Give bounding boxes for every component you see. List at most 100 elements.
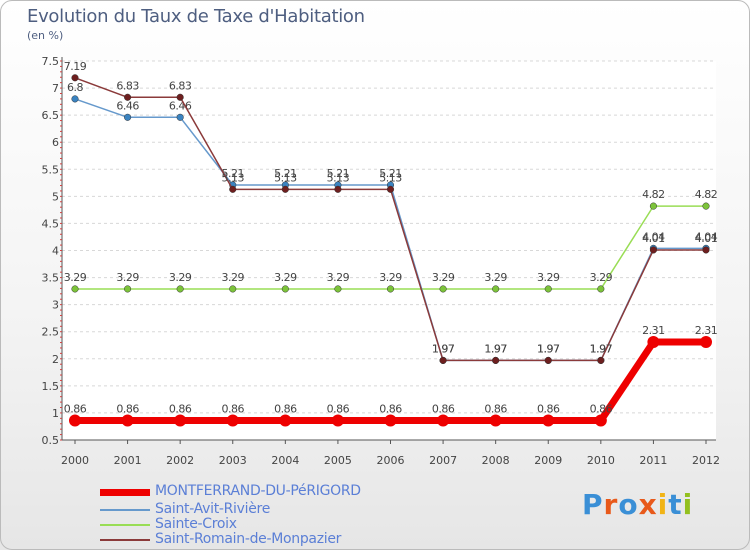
legend-swatch — [100, 524, 150, 526]
data-point — [649, 202, 657, 210]
data-label: 5.21 — [274, 167, 297, 180]
data-label: 1.97 — [537, 342, 560, 355]
data-point — [702, 202, 710, 210]
x-tick-label: 2005 — [324, 454, 352, 467]
data-label: 1.97 — [484, 342, 507, 355]
data-label: 5.13 — [379, 171, 402, 184]
logo-letter: o — [618, 488, 639, 521]
data-point — [492, 285, 500, 293]
data-point — [386, 185, 395, 193]
legend-swatch — [100, 509, 150, 511]
data-label: 6.83 — [116, 79, 139, 92]
y-tick-label: 3.5 — [42, 272, 60, 285]
data-point — [124, 113, 132, 121]
data-label: 6.83 — [169, 79, 192, 92]
data-label: 1.97 — [432, 342, 455, 355]
data-point — [71, 95, 79, 103]
data-point — [121, 414, 134, 427]
data-label: 1.97 — [432, 342, 455, 355]
y-tick-label: 2.5 — [42, 326, 60, 339]
data-point — [437, 414, 450, 427]
x-tick-label: 2010 — [587, 454, 615, 467]
data-label: 0.86 — [116, 403, 139, 416]
data-point — [281, 285, 289, 293]
data-point — [334, 285, 342, 293]
data-point — [489, 414, 502, 427]
legend-label: MONTFERRAND-DU-PéRIGORD — [155, 483, 361, 499]
data-point — [439, 285, 447, 293]
data-label: 4.82 — [642, 188, 665, 201]
data-point — [281, 185, 289, 193]
data-point — [334, 185, 342, 193]
data-point — [69, 414, 81, 427]
data-label: 3.29 — [590, 271, 613, 284]
legend-swatch — [100, 539, 150, 541]
data-point — [544, 356, 552, 364]
data-point — [331, 414, 344, 427]
data-label: 5.21 — [379, 167, 402, 180]
data-point — [386, 285, 395, 293]
legend-label: Sainte-Croix — [155, 516, 237, 532]
legend-label: Saint-Avit-Rivière — [155, 501, 271, 517]
data-point — [492, 356, 500, 364]
data-label: 4.04 — [695, 230, 718, 243]
data-point — [597, 285, 605, 293]
logo-letter: i — [657, 488, 669, 521]
data-label: 4.04 — [642, 230, 665, 243]
data-point — [439, 356, 447, 364]
x-tick-label: 2002 — [166, 454, 194, 467]
y-tick-label: 4 — [52, 245, 59, 258]
data-point — [71, 285, 79, 293]
data-label: 3.29 — [222, 271, 245, 284]
y-tick-label: 4.5 — [42, 217, 60, 230]
data-label: 0.86 — [379, 403, 402, 416]
data-label: 0.86 — [590, 403, 613, 416]
x-tick-label: 2000 — [61, 454, 89, 467]
data-label: 3.29 — [116, 271, 139, 284]
data-label: 6.46 — [116, 99, 139, 112]
data-label: 3.29 — [432, 271, 455, 284]
data-label: 5.13 — [327, 171, 350, 184]
data-label: 5.13 — [274, 171, 297, 184]
data-label: 3.29 — [64, 271, 87, 284]
data-point — [176, 113, 184, 121]
chart-unit: (en %) — [27, 29, 64, 42]
data-point — [649, 246, 657, 254]
data-point — [174, 414, 187, 427]
x-tick-label: 2003 — [219, 454, 247, 467]
y-tick-label: 1.5 — [42, 380, 60, 393]
data-label: 3.29 — [274, 271, 297, 284]
data-point — [279, 414, 292, 427]
logo-letter: x — [638, 488, 658, 521]
x-tick-label: 2001 — [114, 454, 142, 467]
data-label: 1.97 — [590, 342, 613, 355]
x-tick-label: 2004 — [271, 454, 299, 467]
data-point — [597, 356, 605, 364]
data-label: 3.29 — [379, 271, 402, 284]
data-label: 7.19 — [64, 60, 87, 73]
y-tick-label: 7.5 — [42, 55, 60, 68]
data-label: 6.8 — [67, 81, 83, 94]
x-tick-label: 2012 — [692, 454, 720, 467]
data-point — [647, 336, 660, 349]
y-tick-label: 5.5 — [42, 163, 60, 176]
data-point — [226, 414, 239, 427]
chart-title: Evolution du Taux de Taxe d'Habitation — [27, 6, 365, 27]
data-label: 2.31 — [642, 324, 665, 337]
legend-label: Saint-Romain-de-Monpazier — [155, 531, 342, 547]
y-tick-label: 6 — [52, 136, 59, 149]
legend-swatch — [100, 489, 150, 496]
data-label: 1.97 — [484, 342, 507, 355]
data-label: 5.21 — [222, 167, 245, 180]
data-point — [176, 93, 184, 101]
y-tick-label: 3 — [52, 299, 59, 312]
data-point — [124, 93, 132, 101]
logo-letter: r — [603, 488, 619, 521]
data-point — [176, 285, 184, 293]
y-tick-label: 7 — [52, 82, 59, 95]
x-tick-label: 2009 — [534, 454, 562, 467]
x-tick-label: 2007 — [429, 454, 457, 467]
data-label: 5.13 — [222, 171, 245, 184]
data-label: 5.21 — [327, 167, 350, 180]
